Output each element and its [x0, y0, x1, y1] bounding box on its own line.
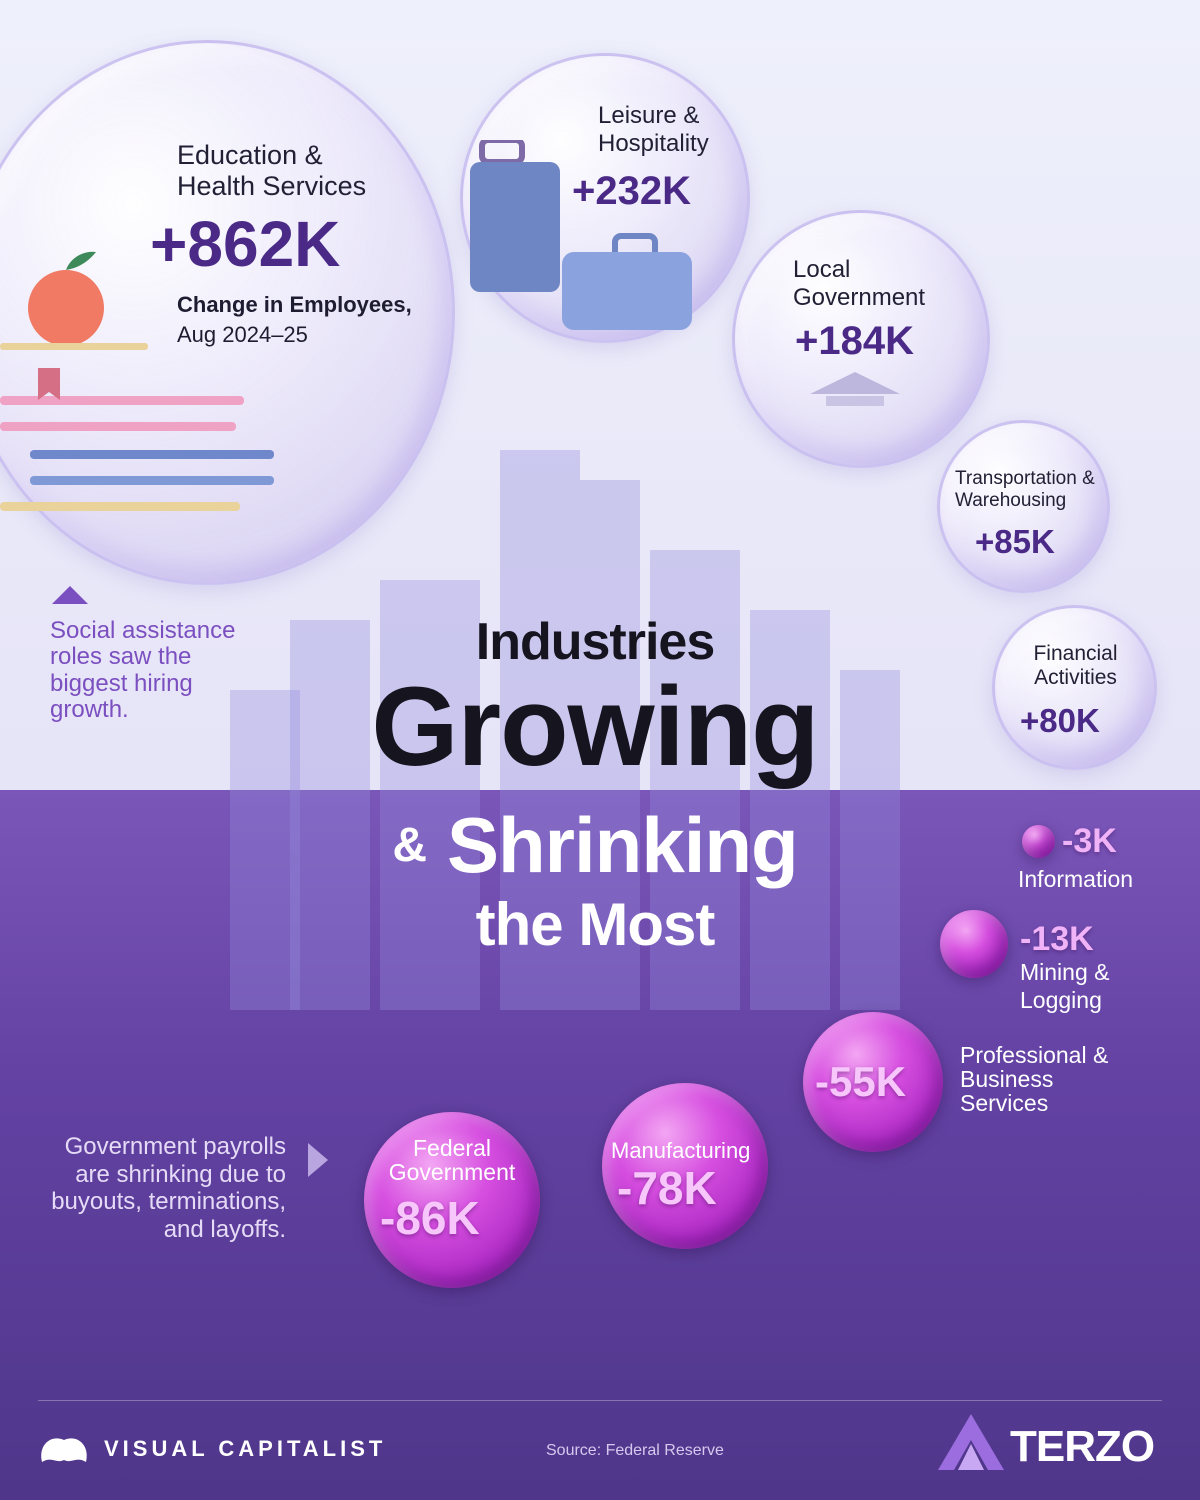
- bubble-professional-business: [803, 1012, 943, 1152]
- note-shrink: Government payrolls are shrinking due to…: [51, 1133, 286, 1243]
- label-local-government: Local Government: [793, 256, 926, 311]
- value-education-health: +862K: [150, 208, 341, 280]
- legend-title: Change in Employees,: [177, 292, 412, 317]
- government-building-icon: [810, 372, 900, 406]
- bubble-federal-government: [364, 1112, 540, 1288]
- visual-capitalist-logo-icon: [41, 1438, 87, 1462]
- terzo-logo-icon: [938, 1414, 1004, 1470]
- value-local-government: +184K: [795, 319, 914, 363]
- value-information: -3K: [1062, 822, 1117, 860]
- city-skyline-illustration: [230, 450, 900, 1010]
- bubble-transportation-warehousing: [937, 420, 1110, 593]
- value-transportation-warehousing: +85K: [975, 523, 1055, 560]
- note-growth: Social assistance roles saw the biggest …: [50, 617, 236, 724]
- triangle-right-icon: [308, 1143, 328, 1177]
- label-mining-logging: Mining & Logging: [1020, 959, 1110, 1014]
- value-mining-logging: -13K: [1020, 920, 1094, 958]
- legend-period: Aug 2024–25: [177, 322, 308, 347]
- title-line-2: Growing: [371, 664, 819, 789]
- brand-visual-capitalist: VISUAL CAPITALIST: [104, 1436, 387, 1461]
- books-apple-illustration: [0, 251, 274, 511]
- bubble-local-government: [732, 210, 990, 468]
- title-ampersand: &: [392, 819, 427, 872]
- luggage-illustration: [470, 140, 692, 330]
- bubble-financial-activities: [992, 605, 1157, 770]
- title-line-4: the Most: [475, 891, 716, 958]
- brand-terzo: TERZO: [1010, 1422, 1155, 1471]
- footer-divider: [38, 1400, 1162, 1401]
- value-professional-business: -55K: [815, 1058, 907, 1105]
- title-line-1: Industries: [475, 613, 716, 671]
- label-manufacturing: Manufacturing: [611, 1138, 751, 1163]
- title-shrinking: Shrinking: [446, 801, 799, 889]
- shrink-background: [0, 790, 1200, 1500]
- bubble-manufacturing: [602, 1083, 768, 1249]
- title-line-3: & Shrinking: [230, 800, 960, 891]
- value-federal-government: -86K: [380, 1192, 480, 1244]
- value-financial-activities: +80K: [1020, 702, 1100, 739]
- bubble-information: [1022, 825, 1055, 858]
- label-information: Information: [1018, 866, 1134, 892]
- label-transportation-warehousing: Transportation & Warehousing: [955, 468, 1095, 511]
- label-federal-government: Federal Government: [388, 1135, 516, 1186]
- value-manufacturing: -78K: [617, 1162, 717, 1214]
- value-leisure-hospitality: +232K: [572, 169, 691, 213]
- label-leisure-hospitality: Leisure & Hospitality: [598, 102, 709, 157]
- source-text: Source: Federal Reserve: [546, 1442, 724, 1459]
- label-education-health: Education & Health Services: [177, 140, 367, 202]
- label-financial-activities: Financial Activities: [1033, 642, 1118, 690]
- label-professional-business: Professional & Business Services: [960, 1042, 1109, 1117]
- triangle-up-icon: [52, 586, 88, 604]
- bubble-mining-logging: [940, 910, 1008, 978]
